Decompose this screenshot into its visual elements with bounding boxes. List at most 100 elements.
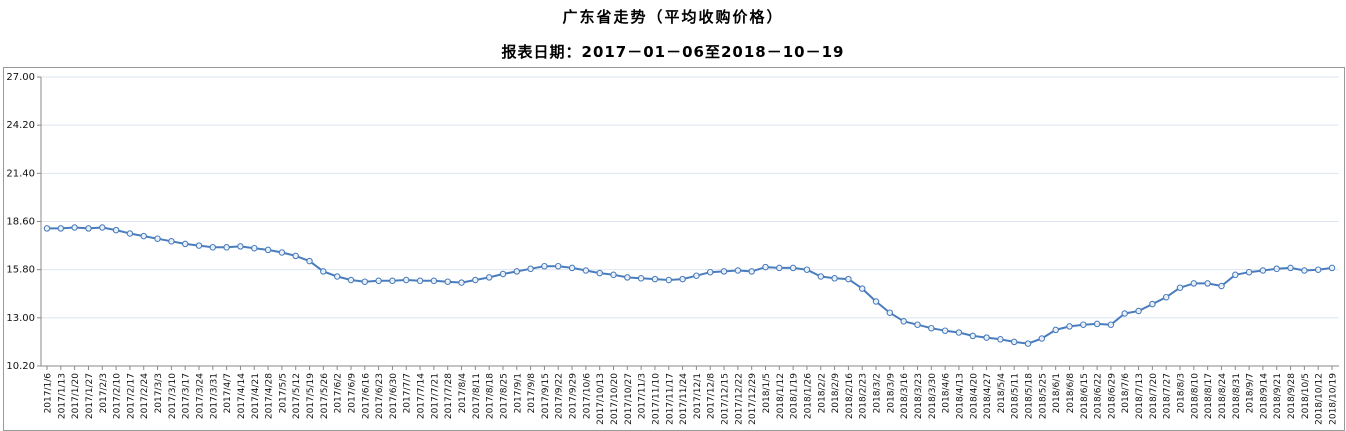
- x-axis-date-label: 2017/4/14: [237, 373, 247, 419]
- x-axis-date-label: 2017/7/28: [444, 373, 454, 419]
- data-point-marker: [610, 271, 617, 279]
- data-point-marker: [347, 276, 355, 284]
- x-axis-date-label: 2018/8/10: [1190, 373, 1200, 419]
- x-axis-date-label: 2017/1/6: [44, 373, 54, 414]
- x-axis-date-label: 2017/3/31: [209, 373, 219, 419]
- data-point-marker: [941, 327, 949, 334]
- data-point-marker: [997, 336, 1004, 343]
- data-point-marker: [292, 252, 299, 260]
- data-point-marker: [99, 224, 106, 231]
- x-axis-date-label: 2017/12/22: [734, 373, 744, 425]
- data-point-marker: [1301, 267, 1308, 274]
- x-axis-date-label: 2018/2/16: [845, 373, 855, 419]
- x-axis-date-label: 2017/2/24: [140, 373, 150, 419]
- data-point-marker: [195, 242, 203, 249]
- data-point-marker: [112, 226, 120, 234]
- data-point-marker: [969, 332, 977, 340]
- x-axis-date-label: 2018/9/7: [1246, 373, 1256, 413]
- x-axis-date-label: 2017/7/21: [430, 373, 440, 419]
- x-axis-date-label: 2017/11/10: [651, 373, 661, 425]
- report-date-range: 报表日期：2017－01－06至2018－10－19: [501, 43, 845, 61]
- data-point-marker: [817, 273, 825, 280]
- data-point-marker: [223, 244, 230, 251]
- data-point-marker: [237, 243, 244, 250]
- data-point-marker: [527, 265, 534, 273]
- x-axis-date-label: 2018/7/6: [1121, 373, 1131, 414]
- x-axis-date-label: 2018/3/30: [928, 373, 938, 419]
- y-axis-tick-label: 13.00: [6, 313, 35, 324]
- data-point-marker: [1176, 284, 1184, 291]
- x-axis-date-label: 2018/5/25: [1038, 373, 1048, 419]
- x-axis-date-label: 2017/7/7: [403, 373, 413, 413]
- x-axis-date-label: 2018/9/21: [1273, 373, 1283, 419]
- data-point-marker: [776, 264, 783, 272]
- data-point-marker: [928, 324, 935, 332]
- data-point-marker: [541, 262, 548, 270]
- x-axis-date-label: 2017/11/17: [665, 373, 675, 425]
- x-axis-date-label: 2018/10/5: [1301, 373, 1311, 419]
- data-point-marker: [389, 277, 396, 285]
- x-axis-date-label: 2018/8/17: [1204, 373, 1214, 419]
- data-point-marker: [485, 274, 493, 281]
- data-point-marker: [1314, 266, 1322, 273]
- x-axis-date-label: 2017/11/24: [679, 373, 689, 425]
- data-point-marker: [472, 276, 479, 284]
- x-axis-date-label: 2017/1/20: [71, 373, 81, 419]
- data-point-marker: [748, 268, 755, 275]
- chart-title: 广东省走势（平均收购价格）: [562, 8, 784, 26]
- x-axis-date-label: 2017/4/7: [223, 373, 233, 413]
- x-axis-date-label: 2017/6/9: [347, 373, 357, 414]
- data-point-marker: [1190, 280, 1198, 287]
- x-axis-date-label: 2018/3/16: [900, 373, 910, 419]
- data-point-marker: [416, 277, 424, 285]
- data-point-marker: [85, 225, 92, 232]
- x-axis-date-label: 2018/6/8: [1066, 373, 1076, 414]
- data-point-marker: [624, 274, 631, 281]
- y-axis-tick-label: 27.00: [6, 72, 35, 83]
- x-axis-date-label: 2017/9/8: [527, 373, 537, 414]
- data-point-marker: [375, 277, 382, 285]
- x-axis-date-label: 2017/12/15: [721, 373, 731, 425]
- data-point-marker: [872, 298, 880, 305]
- x-axis-date-label: 2017/1/27: [85, 373, 95, 419]
- x-axis-date-label: 2018/3/2: [873, 373, 883, 413]
- x-axis-date-label: 2017/9/22: [555, 373, 565, 419]
- data-point-marker: [1259, 267, 1267, 274]
- data-point-marker: [1218, 282, 1225, 290]
- x-axis-date-label: 2017/5/26: [320, 373, 330, 419]
- x-axis-date-label: 2018/9/14: [1259, 373, 1269, 419]
- data-point-marker: [71, 224, 78, 231]
- x-axis-date-label: 2017/9/1: [513, 373, 523, 413]
- x-axis-date-label: 2018/8/31: [1232, 373, 1242, 419]
- x-axis-date-label: 2017/9/29: [569, 373, 579, 419]
- data-point-marker: [679, 275, 686, 283]
- y-axis-tick-label: 21.40: [6, 168, 35, 179]
- data-point-marker: [402, 276, 410, 284]
- data-point-marker: [734, 267, 742, 274]
- x-axis-date-label: 2017/10/27: [624, 373, 634, 425]
- x-axis-date-label: 2017/5/12: [292, 373, 302, 419]
- data-point-marker: [1052, 326, 1059, 334]
- data-point-marker: [513, 268, 521, 275]
- x-axis-date-label: 2018/6/29: [1107, 373, 1117, 419]
- x-axis-date-label: 2018/6/22: [1094, 373, 1104, 419]
- x-axis-date-label: 2018/6/15: [1080, 373, 1090, 419]
- data-point-marker: [720, 268, 728, 275]
- x-axis-date-label: 2017/3/3: [154, 373, 164, 413]
- data-point-marker: [306, 257, 313, 265]
- data-point-marker: [886, 309, 894, 316]
- x-axis-date-label: 2018/8/3: [1177, 373, 1187, 413]
- data-point-marker: [181, 240, 189, 248]
- x-axis-date-label: 2018/1/19: [790, 373, 800, 419]
- x-axis-date-label: 2017/8/18: [486, 373, 496, 419]
- x-axis-date-label: 2017/6/2: [334, 373, 344, 413]
- data-point-marker: [1162, 293, 1170, 301]
- y-axis-tick-label: 15.80: [6, 265, 35, 276]
- x-axis-date-label: 2017/4/28: [265, 373, 275, 419]
- x-axis-date-label: 2018/1/5: [762, 373, 772, 413]
- x-axis-date-label: 2017/3/24: [195, 373, 205, 419]
- trend-line-chart-panel: 10.20 13.00 15.80 18.60 21.40 24.20 27.00 2017/…: [3, 67, 1345, 431]
- x-axis-date-label: 2017/7/14: [417, 373, 427, 419]
- data-point-marker: [1010, 338, 1018, 346]
- y-axis-labels: 10.20 13.00 15.80 18.60 21.40 24.20 27.00: [6, 72, 41, 372]
